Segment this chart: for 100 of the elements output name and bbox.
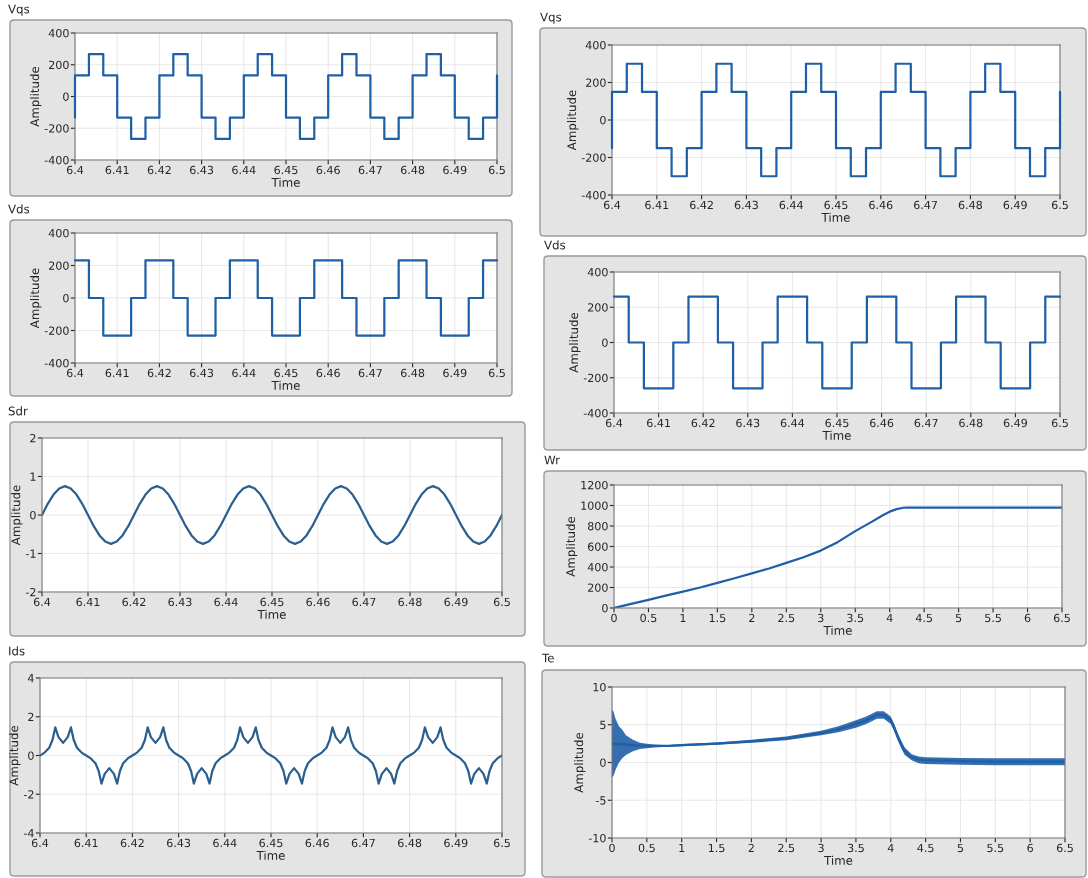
y-axis-title: Amplitude <box>574 732 586 793</box>
y-tick-label: 0 <box>28 751 34 760</box>
x-tick-label: 6.41 <box>105 368 129 378</box>
x-tick-label: 1.5 <box>708 843 725 853</box>
y-tick-label: -400 <box>581 190 606 200</box>
x-tick-label: 6.48 <box>401 368 425 378</box>
x-tick-label: 6.45 <box>259 838 283 848</box>
chart-title: Vds <box>8 204 30 214</box>
x-tick-label: 6.5 <box>1051 200 1068 210</box>
y-tick-label: 400 <box>587 562 608 572</box>
x-tick-label: 5.5 <box>987 843 1004 853</box>
y-tick-label: 600 <box>588 542 608 551</box>
x-tick-label: 6.4 <box>33 597 51 607</box>
x-tick-label: 6.44 <box>213 838 237 848</box>
x-tick-label: 4 <box>886 613 893 622</box>
y-tick-label: -5 <box>595 796 606 805</box>
x-tick-label: 6.47 <box>914 200 938 210</box>
x-tick-label: 6.4 <box>66 368 84 378</box>
y-tick-label: -200 <box>44 124 69 133</box>
x-tick-label: 6.5 <box>1053 613 1070 623</box>
x-tick-label: 6.45 <box>274 165 298 175</box>
x-tick-label: 6.46 <box>316 368 340 378</box>
chart-title: Vqs <box>8 4 30 16</box>
x-tick-label: 6.49 <box>1003 200 1027 210</box>
y-tick-label: 4 <box>27 674 34 683</box>
x-tick-label: 5.5 <box>985 613 1001 623</box>
y-tick-label: 800 <box>587 521 608 531</box>
y-tick-label: -200 <box>44 326 69 335</box>
x-tick-label: 0.5 <box>638 843 655 853</box>
chart-title: Vqs <box>540 12 562 24</box>
x-axis-title: Time <box>257 609 286 619</box>
y-tick-label: -10 <box>588 833 606 843</box>
y-axis-title: Amplitude <box>30 268 42 329</box>
y-tick-label: 200 <box>49 261 69 270</box>
y-tick-label: 2 <box>28 712 34 721</box>
x-tick-label: 6.44 <box>779 200 803 210</box>
x-tick-label: 6.41 <box>105 165 129 175</box>
y-tick-label: 0 <box>600 115 606 125</box>
y-tick-label: 400 <box>48 28 69 38</box>
y-axis-title: Amplitude <box>565 516 578 577</box>
x-tick-label: 6.49 <box>444 838 468 848</box>
x-tick-label: 6.41 <box>76 597 100 607</box>
x-tick-label: 6.5 <box>493 838 510 848</box>
y-axis-title: Amplitude <box>567 90 579 151</box>
x-tick-label: 6.42 <box>690 200 713 210</box>
x-tick-label: 6.47 <box>358 368 382 378</box>
x-tick-label: 6.49 <box>443 165 467 175</box>
y-tick-label: 0 <box>600 758 606 767</box>
y-tick-label: 10 <box>593 682 606 692</box>
x-tick-label: 0 <box>611 613 617 623</box>
x-axis-title: Time <box>822 430 851 440</box>
x-tick-label: 6.4 <box>31 838 49 848</box>
x-tick-label: 6.47 <box>351 838 375 848</box>
x-tick-label: 6.45 <box>824 200 848 210</box>
x-tick-label: 2.5 <box>778 613 795 623</box>
x-tick-label: 4.5 <box>917 843 934 853</box>
x-tick-label: 6.48 <box>958 200 983 210</box>
x-tick-label: 6.42 <box>120 838 144 848</box>
x-tick-label: 6.46 <box>306 597 330 607</box>
line-series <box>42 485 502 545</box>
x-tick-label: 4.5 <box>915 613 933 623</box>
x-tick-label: 6 <box>1024 613 1031 623</box>
y-tick-label: 400 <box>585 40 606 50</box>
x-tick-label: 6.41 <box>645 200 669 210</box>
x-tick-label: 6.43 <box>190 165 214 175</box>
x-tick-label: 6.46 <box>305 838 329 848</box>
x-tick-label: 6.5 <box>1056 843 1073 853</box>
x-tick-label: 0 <box>609 843 615 853</box>
x-tick-label: 6.43 <box>167 838 191 848</box>
x-tick-label: 3 <box>818 843 824 853</box>
y-tick-label: 400 <box>587 267 608 277</box>
x-tick-label: 3.5 <box>847 613 864 623</box>
y-axis-title: Amplitude <box>11 485 23 546</box>
x-tick-label: 6.5 <box>1051 418 1068 428</box>
x-tick-label: 2.5 <box>778 843 795 853</box>
y-tick-label: -2 <box>25 587 36 597</box>
x-tick-label: 6 <box>1027 843 1033 853</box>
x-tick-label: 6.42 <box>691 418 715 428</box>
y-axis-title: Amplitude <box>569 312 581 373</box>
x-tick-label: 6.47 <box>358 165 382 175</box>
chart-title: Vds <box>544 240 566 250</box>
x-tick-label: 6.41 <box>647 418 670 428</box>
y-tick-label: 0 <box>30 510 36 520</box>
x-tick-label: 6.42 <box>147 368 171 378</box>
y-tick-label: 200 <box>588 303 608 312</box>
y-tick-label: 1200 <box>581 480 608 490</box>
x-tick-label: 6.45 <box>274 368 298 378</box>
x-tick-label: 6.44 <box>232 368 256 378</box>
y-tick-label: -200 <box>581 153 606 162</box>
x-axis-title: Time <box>824 855 853 865</box>
x-tick-label: 6.44 <box>780 418 805 428</box>
x-tick-label: 6.49 <box>443 368 467 378</box>
y-tick-label: 1 <box>30 472 36 481</box>
x-tick-label: 6.45 <box>260 597 284 607</box>
x-tick-label: 6.4 <box>605 418 623 428</box>
y-axis-title: Amplitude <box>9 725 21 786</box>
x-tick-label: 6.48 <box>398 597 422 607</box>
y-tick-label: -2 <box>23 790 34 799</box>
y-tick-label: -4 <box>23 829 34 838</box>
x-tick-label: 1 <box>680 613 686 622</box>
